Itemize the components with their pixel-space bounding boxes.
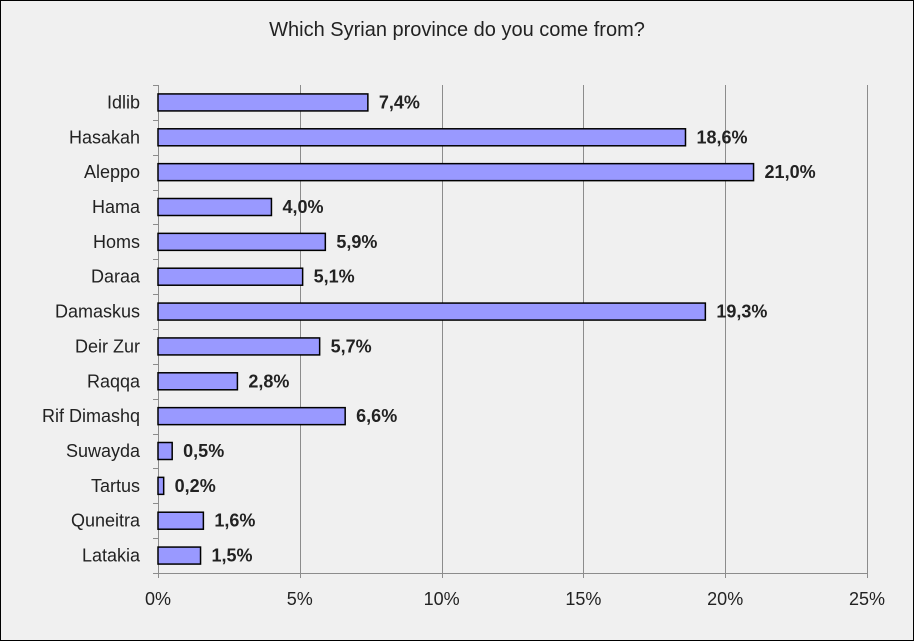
data-label: 21,0% (765, 162, 816, 182)
chart-title: Which Syrian province do you come from? (269, 19, 645, 41)
category-label: Idlib (107, 92, 140, 112)
data-label: 5,7% (331, 336, 372, 356)
bar (157, 232, 327, 252)
category-label: Raqqa (87, 371, 141, 391)
x-tick-label: 15% (565, 589, 601, 609)
x-tick-label: 5% (287, 589, 313, 609)
category-label: Suwayda (66, 441, 141, 461)
data-label: 0,2% (175, 476, 216, 496)
category-label: Latakia (82, 546, 141, 566)
bar (157, 372, 239, 391)
bar (157, 546, 202, 565)
bar (157, 511, 205, 530)
x-tick-label: 25% (849, 589, 885, 609)
data-label: 5,9% (336, 232, 377, 252)
bar (157, 197, 273, 217)
data-label: 2,8% (248, 371, 289, 391)
data-label: 19,3% (716, 302, 767, 322)
data-label: 7,4% (379, 92, 420, 112)
bar (157, 441, 173, 461)
bar (157, 302, 707, 321)
category-label: Deir Zur (75, 336, 140, 356)
x-tick-label: 20% (707, 589, 743, 609)
category-label: Rif Dimashq (42, 406, 140, 426)
category-label: Daraa (91, 267, 141, 287)
category-label: Damaskus (55, 302, 140, 322)
bar (157, 93, 369, 112)
category-label: Tartus (91, 476, 140, 496)
category-label: Hasakah (69, 127, 140, 147)
category-label: Hama (92, 197, 141, 217)
data-label: 5,1% (314, 267, 355, 287)
category-label: Quneitra (71, 511, 141, 531)
data-label: 0,5% (183, 441, 224, 461)
bar (157, 128, 687, 147)
x-tick-label: 10% (424, 589, 460, 609)
bar (157, 406, 346, 426)
data-label: 18,6% (696, 127, 747, 147)
x-tick-label: 0% (145, 589, 171, 609)
bar (157, 337, 321, 356)
bar (157, 476, 165, 496)
category-label: Homs (93, 232, 140, 252)
data-label: 6,6% (356, 406, 397, 426)
bar (157, 162, 755, 182)
data-label: 4,0% (282, 197, 323, 217)
data-label: 1,5% (212, 546, 253, 566)
category-label: Aleppo (84, 162, 140, 182)
data-label: 1,6% (214, 511, 255, 531)
bar (157, 267, 304, 286)
